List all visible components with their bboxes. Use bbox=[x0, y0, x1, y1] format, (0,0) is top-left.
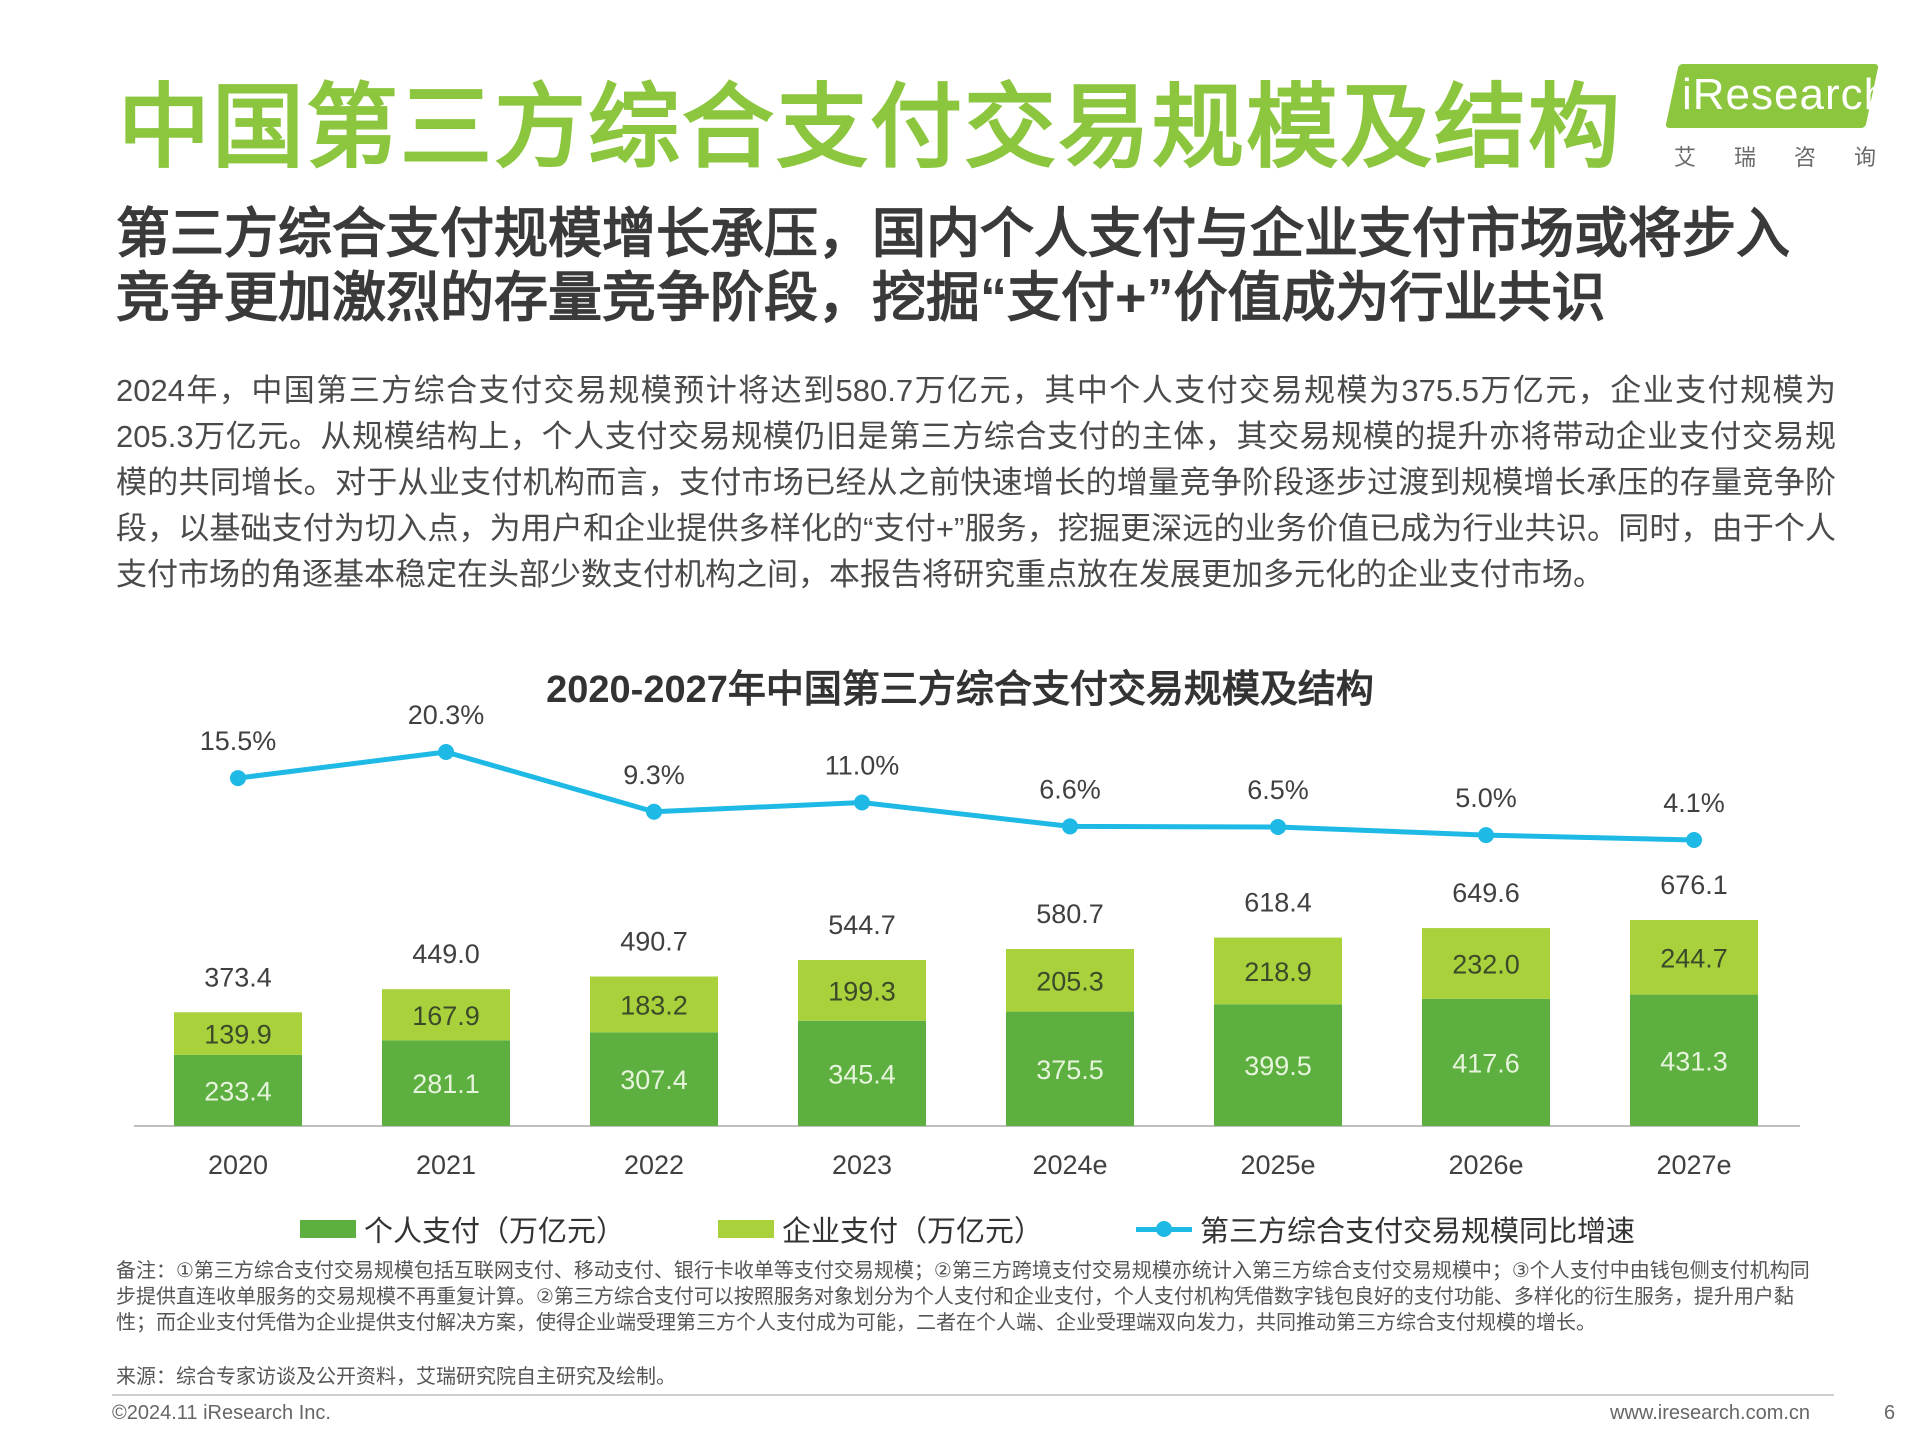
legend-item-growth: 第三方综合支付交易规模同比增速 bbox=[1136, 1208, 1635, 1250]
bar-personal bbox=[382, 1040, 510, 1126]
body-paragraph: 2024年，中国第三方综合支付交易规模预计将达到580.7万亿元，其中个人支付交… bbox=[116, 373, 1836, 592]
bar-enterprise bbox=[382, 989, 510, 1041]
bar-personal bbox=[590, 1032, 718, 1126]
x-tick-label: 2027e bbox=[1656, 1150, 1731, 1180]
data-label-enterprise: 199.3 bbox=[828, 976, 896, 1006]
x-tick-label: 2023 bbox=[832, 1150, 892, 1180]
x-tick-label: 2021 bbox=[416, 1150, 476, 1180]
x-tick-label: 2026e bbox=[1448, 1150, 1523, 1180]
data-label-total: 649.6 bbox=[1452, 878, 1520, 908]
data-label-total: 449.0 bbox=[412, 939, 480, 969]
bar-enterprise bbox=[1006, 949, 1134, 1012]
page-subtitle: 第三方综合支付规模增长承压，国内个人支付与企业支付市场或将步入竞争更加激烈的存量… bbox=[116, 204, 1790, 328]
bar-personal bbox=[798, 1020, 926, 1126]
data-label-enterprise: 218.9 bbox=[1244, 957, 1312, 987]
growth-rate-label: 9.3% bbox=[623, 760, 685, 790]
bar-enterprise bbox=[1630, 920, 1758, 995]
data-label-personal: 431.3 bbox=[1660, 1046, 1728, 1076]
growth-rate-point bbox=[438, 744, 454, 760]
data-label-total: 676.1 bbox=[1660, 870, 1728, 900]
growth-rate-point bbox=[1478, 827, 1494, 844]
bar-enterprise bbox=[1422, 928, 1550, 999]
data-label-personal: 417.6 bbox=[1452, 1048, 1520, 1078]
legend-label-personal: 个人支付（万亿元） bbox=[364, 1216, 626, 1248]
growth-rate-label: 4.1% bbox=[1663, 788, 1725, 818]
growth-rate-label: 20.3% bbox=[408, 700, 485, 730]
legend-label-growth: 第三方综合支付交易规模同比增速 bbox=[1200, 1216, 1636, 1248]
logo-subtext: 艾瑞咨询 bbox=[1674, 145, 1915, 170]
chart-source: 来源：综合专家访谈及公开资料，艾瑞研究院自主研究及绘制。 bbox=[116, 1366, 676, 1388]
data-label-personal: 345.4 bbox=[828, 1059, 896, 1089]
legend-item-enterprise: 企业支付（万亿元） bbox=[718, 1208, 1043, 1250]
growth-rate-point bbox=[230, 770, 246, 787]
data-label-total: 544.7 bbox=[828, 910, 896, 940]
bar-personal bbox=[1422, 998, 1550, 1126]
growth-rate-point bbox=[1270, 818, 1286, 835]
growth-rate-point bbox=[1686, 832, 1702, 848]
data-label-personal: 375.5 bbox=[1036, 1055, 1104, 1085]
chart-title: 2020-2027年中国第三方综合支付交易规模及结构 bbox=[546, 669, 1374, 711]
data-label-total: 618.4 bbox=[1244, 888, 1312, 918]
bar-personal bbox=[1006, 1011, 1134, 1126]
data-label-total: 490.7 bbox=[620, 927, 688, 957]
growth-rate-line bbox=[237, 749, 1695, 843]
bar-enterprise bbox=[590, 976, 718, 1033]
bar-personal bbox=[174, 1054, 302, 1126]
growth-rate-label: 6.6% bbox=[1039, 774, 1101, 804]
data-label-personal: 281.1 bbox=[412, 1069, 480, 1099]
data-label-enterprise: 183.2 bbox=[620, 990, 688, 1020]
growth-rate-point bbox=[1062, 818, 1078, 835]
legend-item-personal: 个人支付（万亿元） bbox=[300, 1208, 625, 1250]
data-label-personal: 399.5 bbox=[1244, 1051, 1312, 1081]
legend-swatch-personal bbox=[300, 1220, 356, 1238]
footer-copyright: ©2024.11 iResearch Inc. bbox=[112, 1402, 331, 1424]
data-label-enterprise: 244.7 bbox=[1660, 943, 1728, 973]
bar-enterprise bbox=[798, 960, 926, 1021]
data-label-enterprise: 167.9 bbox=[412, 1001, 480, 1031]
x-tick-label: 2020 bbox=[208, 1150, 268, 1180]
stacked-bar-chart: 233.4 139.9 373.4 2020 281.1 167.9 449.0 2021 30… bbox=[134, 700, 1800, 1180]
data-label-enterprise: 139.9 bbox=[204, 1020, 272, 1050]
growth-rate-label: 5.0% bbox=[1455, 783, 1517, 813]
bar-personal bbox=[1630, 994, 1758, 1126]
footer-divider bbox=[112, 1394, 1834, 1396]
data-label-personal: 307.4 bbox=[620, 1065, 688, 1095]
bar-enterprise bbox=[174, 1012, 302, 1055]
page-title: 中国第三方综合支付交易规模及结构 bbox=[118, 77, 1623, 179]
data-label-enterprise: 232.0 bbox=[1452, 949, 1520, 979]
data-label-enterprise: 205.3 bbox=[1036, 966, 1104, 996]
x-tick-label: 2022 bbox=[624, 1150, 684, 1180]
bar-enterprise bbox=[1214, 937, 1342, 1005]
growth-rate-label: 11.0% bbox=[825, 751, 900, 781]
growth-rate-point bbox=[854, 794, 870, 811]
footer-website: www.iresearch.com.cn bbox=[1610, 1402, 1811, 1424]
x-tick-label: 2025e bbox=[1240, 1150, 1315, 1180]
data-label-total: 580.7 bbox=[1036, 899, 1104, 929]
chart-notes: 备注：①第三方综合支付交易规模包括互联网支付、移动支付、银行卡收单等支付交易规模… bbox=[116, 1260, 1810, 1334]
legend-swatch-enterprise bbox=[718, 1220, 774, 1238]
data-label-total: 373.4 bbox=[204, 962, 272, 992]
page-number: 6 bbox=[1884, 1402, 1896, 1424]
data-label-personal: 233.4 bbox=[204, 1076, 272, 1106]
growth-rate-label: 6.5% bbox=[1247, 775, 1309, 805]
logo-text: iResearch bbox=[1682, 70, 1890, 119]
legend-line-growth bbox=[1136, 1219, 1192, 1239]
bar-personal bbox=[1214, 1004, 1342, 1126]
legend-label-enterprise: 企业支付（万亿元） bbox=[782, 1216, 1044, 1248]
growth-rate-label: 15.5% bbox=[200, 726, 277, 756]
iresearch-logo: iResearch 艾瑞咨询 bbox=[1662, 60, 1892, 172]
growth-rate-point bbox=[646, 803, 662, 820]
x-tick-label: 2024e bbox=[1032, 1150, 1107, 1180]
